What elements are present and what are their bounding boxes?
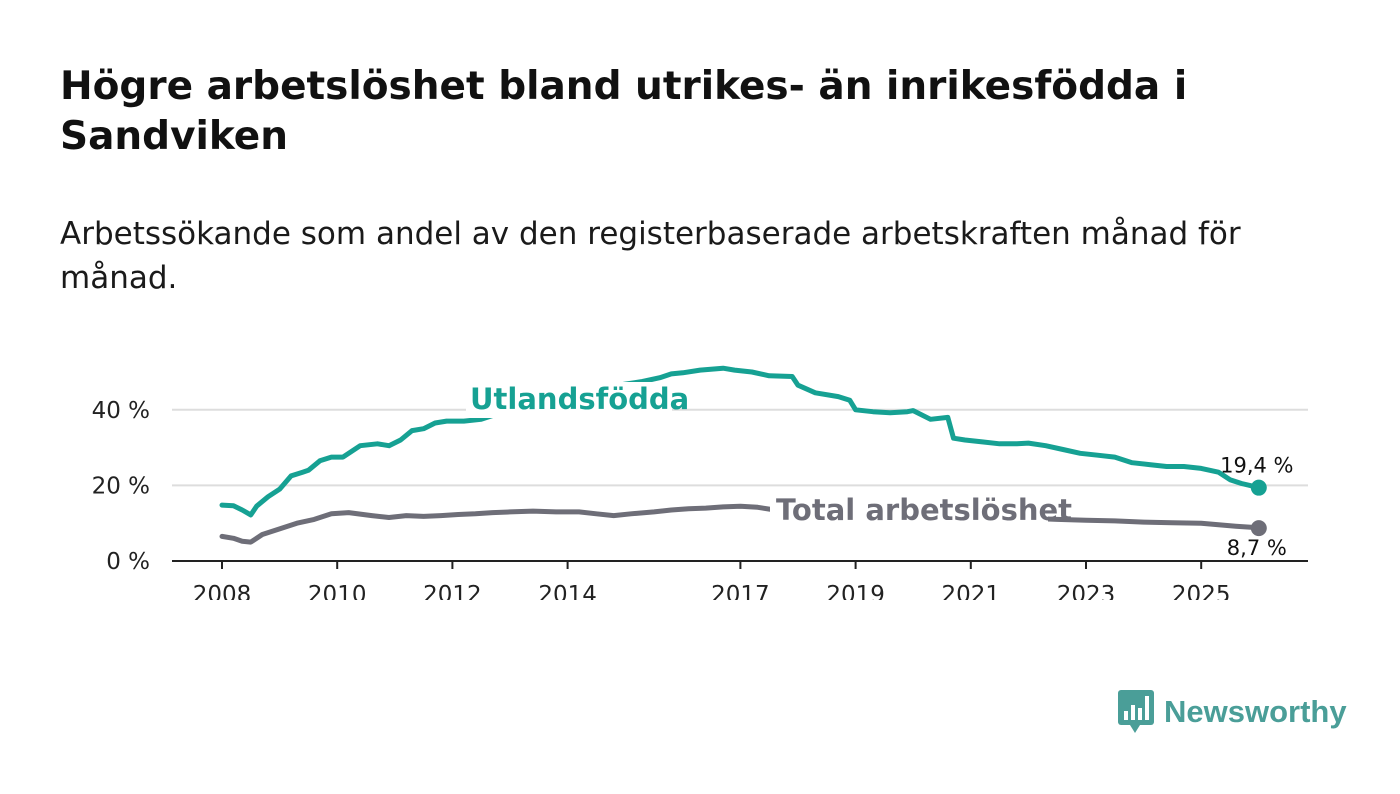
grid-layer — [172, 408, 1308, 487]
series-end-label: 19,4 % — [1220, 454, 1293, 478]
series-line-utlandsfodda — [219, 365, 1262, 518]
x-tick-label: 2008 — [193, 582, 252, 600]
x-tick-label: 2014 — [538, 582, 597, 600]
x-tick-label: 2017 — [711, 582, 770, 600]
series-end-label: 8,7 % — [1227, 536, 1287, 560]
series-end-point — [1250, 479, 1267, 496]
series-label: Utlandsfödda — [470, 382, 689, 416]
x-tick-label: 2019 — [826, 582, 885, 600]
x-tick-label: 2025 — [1172, 582, 1231, 600]
y-tick-label: 40 % — [92, 398, 150, 424]
label-layer: Utlandsfödda Total arbetslöshet 19,4 % 8,7 … — [466, 382, 1293, 560]
series-line-total — [219, 503, 1262, 545]
chart-title: Högre arbetslöshet bland utrikes- än inr… — [60, 64, 1188, 159]
x-tick-label: 2023 — [1057, 582, 1116, 600]
x-tick-label: 2012 — [423, 582, 482, 600]
newsworthy-logo-icon — [1118, 690, 1154, 733]
chart-subtitle: Arbetssökande som andel av den registerb… — [60, 216, 1241, 296]
y-tick-label: 20 % — [92, 473, 150, 499]
brand-logo: Newsworthy — [1118, 690, 1347, 734]
x-tick-label: 2010 — [308, 582, 367, 600]
line-chart: 0 % 20 % 40 % 2008 2010 2012 2014 2017 2019 2021 2… — [92, 365, 1308, 600]
brand-name: Newsworthy — [1164, 694, 1347, 729]
x-tick-label: 2021 — [942, 582, 1001, 600]
y-tick-label: 0 % — [106, 549, 150, 575]
series-layer — [219, 365, 1267, 545]
series-label-halo — [466, 382, 672, 418]
series-end-point — [1250, 520, 1267, 537]
series-label-halo — [770, 492, 1048, 528]
axis-layer: 0 % 20 % 40 % 2008 2010 2012 2014 2017 2019 2021 2… — [92, 398, 1308, 600]
series-label: Total arbetslöshet — [776, 493, 1072, 527]
